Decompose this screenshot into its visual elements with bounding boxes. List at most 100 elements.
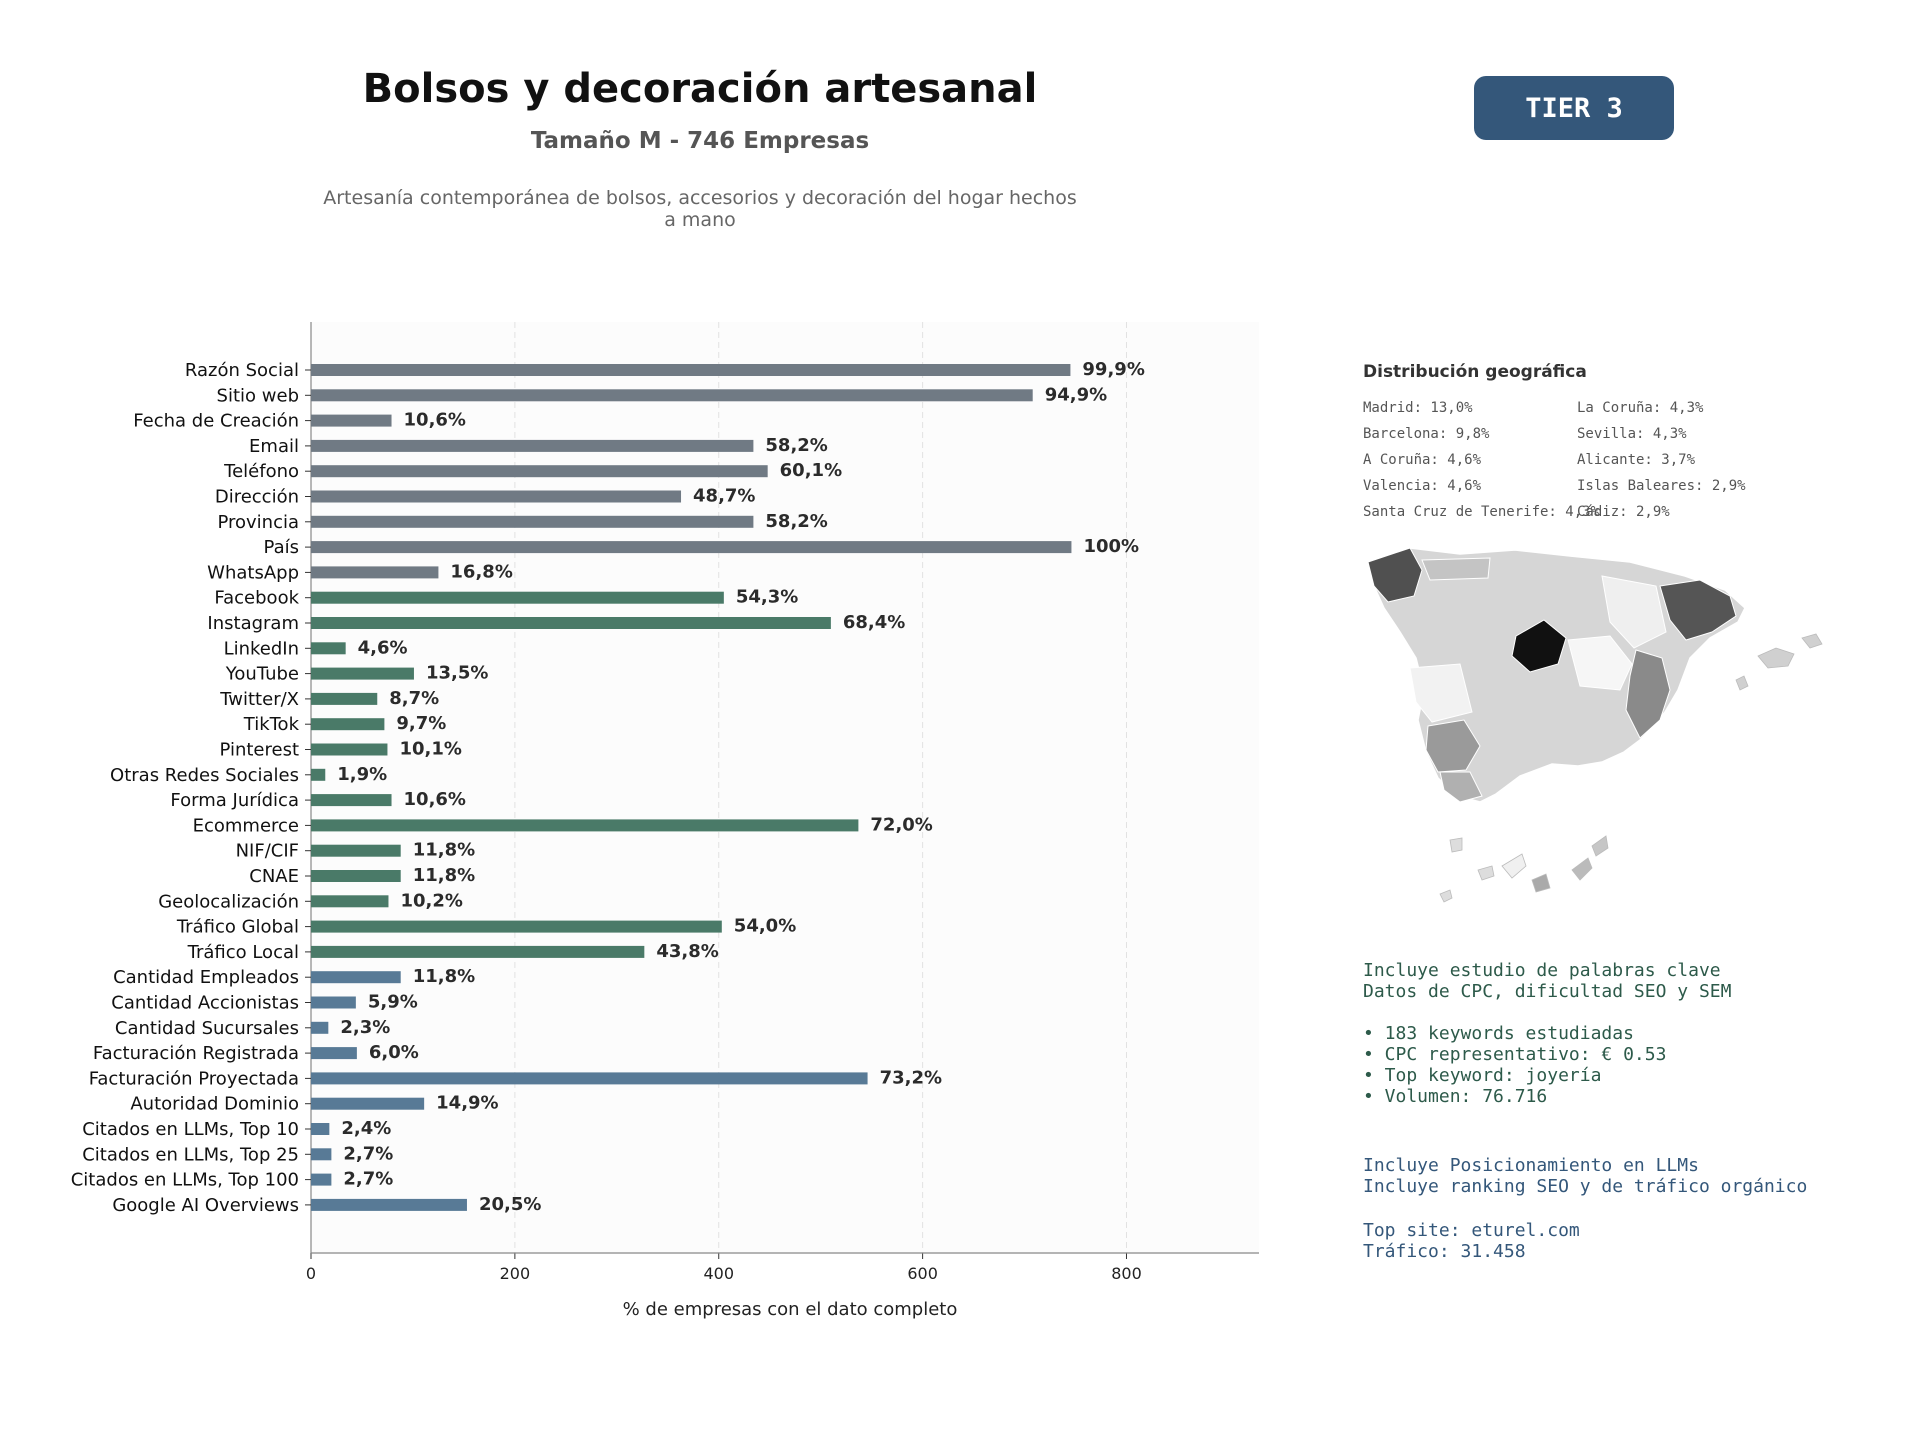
value-label: 20,5% [479, 1194, 541, 1215]
bar [311, 490, 682, 503]
bar [311, 1021, 329, 1034]
map-canarias-3 [1501, 853, 1527, 879]
bar [311, 971, 401, 984]
map-region-catalonia [1659, 579, 1737, 641]
category-label: NIF/CIF [236, 841, 299, 862]
category-label: Email [249, 436, 299, 457]
llm-line-1: Incluye Posicionamiento en LLMs [1363, 1155, 1699, 1176]
bar [311, 718, 385, 731]
value-label: 6,0% [369, 1042, 419, 1063]
bar [311, 1198, 467, 1211]
geo-item: Islas Baleares: 2,9% [1577, 478, 1746, 494]
category-label: Citados en LLMs, Top 100 [71, 1170, 299, 1191]
map-region-asturias [1421, 557, 1491, 581]
map-baleares-2 [1801, 633, 1823, 649]
category-label: Facturación Registrada [93, 1043, 299, 1064]
category-label: Fecha de Creación [133, 411, 299, 432]
map-region-aragon [1601, 575, 1667, 649]
bar [311, 895, 389, 908]
geo-item: Valencia: 4,6% [1363, 478, 1482, 494]
keywords-bullet: • Top keyword: joyería [1363, 1065, 1602, 1086]
category-label: Facebook [214, 588, 299, 609]
x-tick-label: 400 [703, 1264, 734, 1283]
map-baleares-1 [1757, 647, 1795, 669]
bar [311, 642, 346, 655]
category-label: País [264, 537, 299, 558]
category-label: Sitio web [217, 385, 299, 406]
category-label: Tráfico Global [176, 917, 299, 938]
page-title: Bolsos y decoración artesanal [362, 66, 1038, 112]
value-label: 58,2% [765, 435, 827, 456]
map-region-galicia [1367, 547, 1423, 603]
bar [311, 566, 439, 579]
llm-line-2: Incluye ranking SEO y de tráfico orgánic… [1363, 1176, 1808, 1197]
geo-item: Madrid: 13,0% [1363, 400, 1473, 416]
keywords-line-1: Incluye estudio de palabras clave [1363, 960, 1721, 981]
bar [311, 414, 392, 427]
map-baleares-3 [1735, 675, 1749, 691]
top-site-traffic: Tráfico: 31.458 [1363, 1241, 1526, 1262]
map-region-cadiz [1439, 771, 1483, 803]
keywords-line-2: Datos de CPC, dificultad SEO y SEM [1363, 981, 1732, 1002]
tier-badge: TIER 3 [1474, 76, 1674, 140]
category-label: Ecommerce [193, 815, 299, 836]
category-label: Teléfono [223, 461, 299, 482]
bar [311, 1047, 357, 1060]
x-tick-label: 800 [1111, 1264, 1142, 1283]
bar [311, 1123, 330, 1135]
bar [311, 541, 1072, 554]
bar [311, 1173, 332, 1186]
value-label: 2,7% [343, 1143, 393, 1164]
value-label: 2,7% [343, 1169, 393, 1190]
geo-item: Cádiz: 2,9% [1577, 504, 1670, 520]
bar [311, 515, 754, 528]
category-label: Facturación Proyectada [89, 1068, 299, 1089]
bar [311, 692, 378, 705]
value-label: 11,8% [413, 966, 475, 987]
value-label: 2,3% [340, 1017, 390, 1038]
value-label: 4,6% [358, 637, 408, 658]
bar [311, 591, 724, 604]
geo-item: La Coruña: 4,3% [1577, 400, 1704, 416]
value-label: 48,7% [693, 486, 755, 507]
category-label: Google AI Overviews [112, 1195, 299, 1216]
map-canarias-6 [1591, 835, 1609, 857]
bar [311, 920, 722, 933]
category-label: Citados en LLMs, Top 10 [82, 1119, 299, 1140]
x-axis-label: % de empresas con el dato completo [623, 1299, 958, 1320]
bar [311, 667, 414, 680]
geo-item: Alicante: 3,7% [1577, 452, 1696, 468]
bar [311, 945, 645, 958]
geo-item: Santa Cruz de Tenerife: 4,3% [1363, 504, 1600, 520]
bar [311, 819, 859, 832]
category-label: Instagram [207, 613, 299, 634]
map-region-castilla-lamancha [1567, 635, 1633, 691]
map-region-sevilla [1425, 719, 1481, 773]
map-region-extremadura [1409, 663, 1473, 723]
value-label: 68,4% [843, 612, 905, 633]
bar [311, 1097, 425, 1110]
category-label: Citados en LLMs, Top 25 [82, 1144, 299, 1165]
value-label: 13,5% [426, 663, 488, 684]
value-label: 11,8% [413, 865, 475, 886]
keywords-bullet: • CPC representativo: € 0.53 [1363, 1044, 1667, 1065]
category-label: WhatsApp [207, 562, 299, 583]
keywords-bullet: • Volumen: 76.716 [1363, 1086, 1548, 1107]
category-label: Provincia [217, 512, 299, 533]
category-label: Geolocalización [158, 891, 299, 912]
x-tick-label: 600 [907, 1264, 938, 1283]
geo-item: Sevilla: 4,3% [1577, 426, 1687, 442]
map-canarias-2 [1477, 865, 1495, 881]
value-label: 100% [1083, 536, 1139, 557]
category-label: Razón Social [185, 360, 299, 381]
value-label: 5,9% [368, 992, 418, 1013]
bar [311, 364, 1071, 376]
page-subtitle: Tamaño M - 746 Empresas [530, 128, 870, 154]
category-label: Autoridad Dominio [130, 1094, 299, 1115]
value-label: 99,9% [1082, 359, 1144, 380]
bar [311, 389, 1033, 402]
map-canarias-1 [1449, 837, 1463, 853]
bar [311, 870, 401, 882]
category-label: YouTube [225, 664, 299, 685]
bar [311, 844, 401, 857]
